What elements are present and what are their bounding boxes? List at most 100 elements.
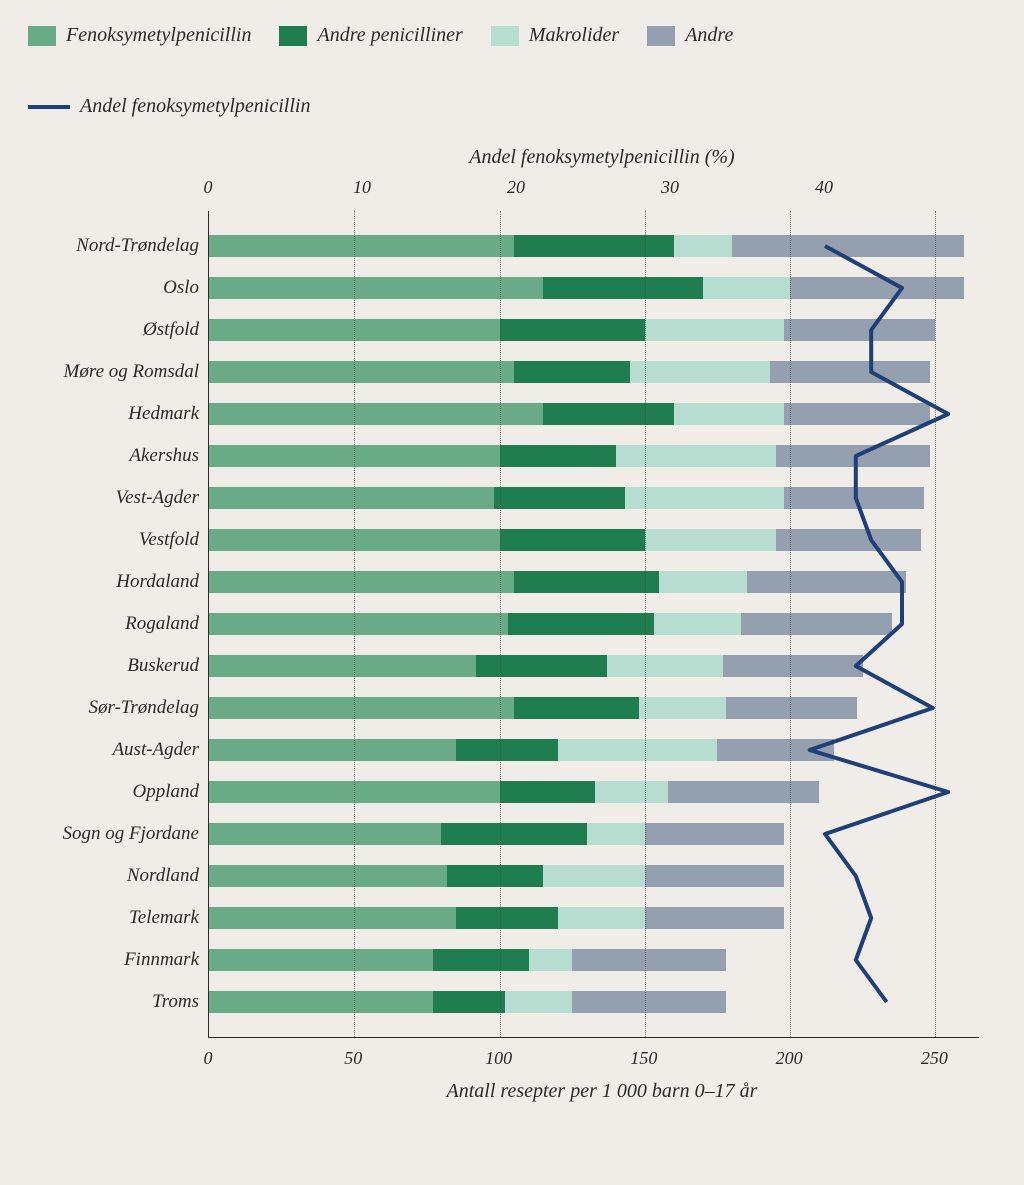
stacked-bar — [209, 529, 921, 551]
plot-area: Nord-TrøndelagOsloØstfoldMøre og Romsdal… — [208, 211, 979, 1038]
legend-swatch-s2 — [279, 26, 307, 46]
data-row: Sogn og Fjordane — [209, 813, 979, 855]
row-label: Oppland — [23, 781, 209, 803]
gridline — [645, 211, 646, 1037]
data-row: Vest-Agder — [209, 477, 979, 519]
bar-segment-s3 — [654, 613, 741, 635]
row-label: Hordaland — [23, 571, 209, 593]
row-label: Sør-Trøndelag — [23, 697, 209, 719]
bar-segment-s2 — [441, 823, 586, 845]
bar-segment-s3 — [639, 697, 726, 719]
row-label: Vest-Agder — [23, 487, 209, 509]
bar-segment-s1 — [209, 991, 433, 1013]
bar-segment-s2 — [476, 655, 607, 677]
bar-segment-s1 — [209, 235, 514, 257]
bar-segment-s4 — [572, 991, 726, 1013]
stacked-bar — [209, 991, 726, 1013]
row-label: Vestfold — [23, 529, 209, 551]
gridline — [354, 211, 355, 1037]
axis-top: 010203040 — [208, 175, 978, 203]
bar-segment-s1 — [209, 655, 476, 677]
stacked-bar — [209, 361, 930, 383]
bar-segment-s2 — [508, 613, 653, 635]
bar-segment-s3 — [607, 655, 723, 677]
data-row: Hedmark — [209, 393, 979, 435]
legend-label-s1: Fenoksymetylpenicillin — [66, 24, 251, 47]
bar-segment-s4 — [645, 865, 784, 887]
legend-item-s4: Andre — [647, 24, 733, 47]
tick-bottom: 200 — [776, 1048, 803, 1069]
bar-segment-s4 — [776, 445, 930, 467]
bar-segment-s4 — [741, 613, 892, 635]
data-row: Rogaland — [209, 603, 979, 645]
row-label: Nord-Trøndelag — [23, 235, 209, 257]
bar-segment-s3 — [595, 781, 668, 803]
bar-segment-s3 — [630, 361, 769, 383]
stacked-bar — [209, 319, 935, 341]
bar-segment-s3 — [587, 823, 645, 845]
bar-segment-s2 — [500, 781, 596, 803]
bar-segment-s1 — [209, 907, 456, 929]
bar-segment-s3 — [674, 403, 784, 425]
bar-segment-s4 — [770, 361, 930, 383]
bar-segment-s4 — [784, 487, 923, 509]
row-label: Finnmark — [23, 949, 209, 971]
bar-segment-s2 — [456, 739, 558, 761]
data-row: Østfold — [209, 309, 979, 351]
bar-segment-s1 — [209, 487, 494, 509]
bar-segment-s4 — [784, 319, 935, 341]
tick-bottom: 150 — [630, 1048, 657, 1069]
bar-segment-s2 — [500, 319, 645, 341]
row-label: Buskerud — [23, 655, 209, 677]
bar-segment-s3 — [645, 529, 776, 551]
legend-swatch-s3 — [491, 26, 519, 46]
bar-segment-s4 — [668, 781, 819, 803]
row-label: Nordland — [23, 865, 209, 887]
data-row: Aust-Agder — [209, 729, 979, 771]
data-row: Nordland — [209, 855, 979, 897]
legend-swatch-s1 — [28, 26, 56, 46]
data-row: Telemark — [209, 897, 979, 939]
data-row: Sør-Trøndelag — [209, 687, 979, 729]
bar-segment-s2 — [500, 445, 616, 467]
stacked-bar — [209, 907, 784, 929]
stacked-bar — [209, 277, 964, 299]
bar-segment-s4 — [732, 235, 964, 257]
bar-segment-s1 — [209, 361, 514, 383]
stacked-bar — [209, 487, 924, 509]
bar-segment-s4 — [784, 403, 929, 425]
axis-bottom-title: Antall resepter per 1 000 barn 0–17 år — [208, 1080, 996, 1103]
stacked-bar — [209, 655, 863, 677]
row-label: Akershus — [23, 445, 209, 467]
bar-segment-s3 — [529, 949, 573, 971]
stacked-bar — [209, 823, 784, 845]
data-row: Møre og Romsdal — [209, 351, 979, 393]
bar-segment-s1 — [209, 277, 543, 299]
row-label: Aust-Agder — [23, 739, 209, 761]
bar-segment-s4 — [747, 571, 907, 593]
stacked-bar — [209, 697, 857, 719]
bar-segment-s1 — [209, 949, 433, 971]
bar-segment-s3 — [674, 235, 732, 257]
tick-top: 20 — [507, 177, 525, 198]
legend-item-s2: Andre penicilliner — [279, 24, 462, 47]
data-row: Buskerud — [209, 645, 979, 687]
legend-item-line: Andel fenoksymetylpenicillin — [28, 95, 310, 118]
bar-segment-s2 — [514, 235, 674, 257]
bar-segment-s4 — [790, 277, 964, 299]
row-label: Oslo — [23, 277, 209, 299]
legend-swatch-s4 — [647, 26, 675, 46]
legend-swatch-line — [28, 105, 70, 109]
bar-segment-s3 — [645, 319, 784, 341]
stacked-bar — [209, 865, 784, 887]
row-label: Møre og Romsdal — [23, 361, 209, 383]
bar-segment-s4 — [723, 655, 862, 677]
bar-segment-s3 — [703, 277, 790, 299]
bar-segment-s4 — [645, 907, 784, 929]
tick-top: 30 — [661, 177, 679, 198]
legend-label-s2: Andre penicilliner — [317, 24, 462, 47]
stacked-bar — [209, 781, 819, 803]
row-label: Rogaland — [23, 613, 209, 635]
stacked-bar — [209, 949, 726, 971]
bar-segment-s2 — [500, 529, 645, 551]
